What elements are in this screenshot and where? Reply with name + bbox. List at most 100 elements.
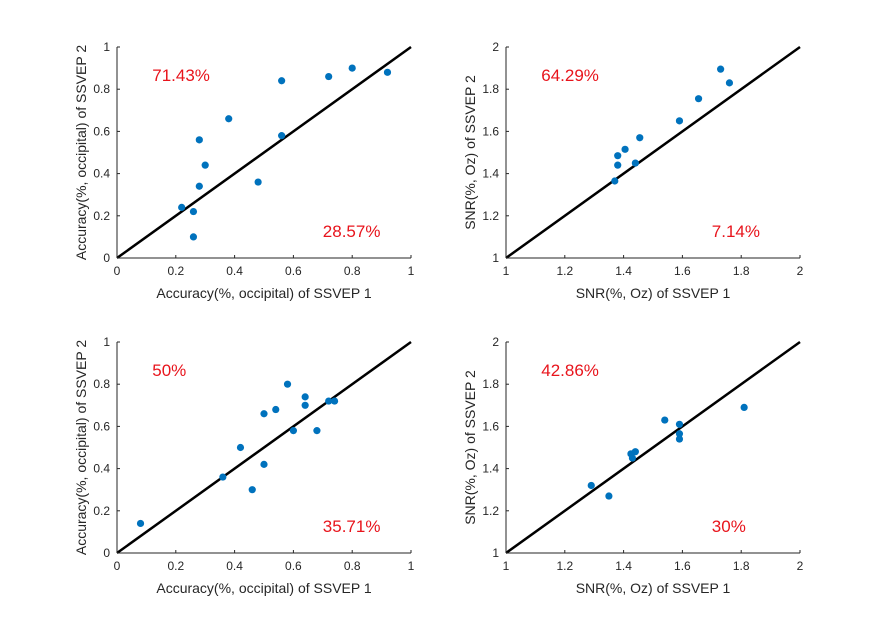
scatter-panel-1: 0 0.2 0.4 0.6 0.8 1 0 0.2 0.4 0.6 0.8 1 Accuracy(%, … [73,40,415,301]
data-point [628,454,637,462]
x-tick-label: 1.8 [733,559,750,573]
y-tick-label: 0.8 [93,82,110,96]
data-point [631,448,639,456]
data-point [675,435,684,443]
data-point [621,145,629,153]
data-point [675,117,684,125]
data-point [675,430,684,438]
x-axis-label: Accuracy(%, occipital) of SSVEP 1 [156,285,371,301]
y-tick-label: 0.8 [93,377,110,391]
data-point [661,416,669,424]
x-tick-label: 1.2 [556,559,573,573]
lower-percentage-label: 28.57% [323,222,381,241]
data-point [717,65,725,73]
lower-percentage-label: 7.14% [712,222,760,241]
upper-percentage-label: 42.86% [541,361,599,380]
identity-line [505,340,801,555]
y-tick-label: 1.8 [482,82,499,96]
y-tick-label: 1.6 [482,124,499,138]
x-tick-label: 2 [797,559,804,573]
data-point [330,397,339,405]
scatter-panel-4: 1 1.2 1.4 1.6 1.8 2 1 1.2 1.4 1.6 1.8 2 SNR(%, Oz) o… [462,335,804,596]
x-axis-label: SNR(%, Oz) of SSVEP 1 [576,580,731,596]
scatter-panel-3: 0 0.2 0.4 0.6 0.8 1 0 0.2 0.4 0.6 0.8 1 Accuracy(%, … [73,335,415,596]
data-point [383,68,392,76]
y-tick-label: 1.2 [482,504,499,518]
data-point [605,492,613,500]
upper-percentage-label: 71.43% [152,66,210,85]
data-point [278,77,286,85]
data-point [636,134,644,142]
data-point [254,178,262,186]
data-point [189,233,198,241]
data-point [325,72,333,81]
data-point [136,519,145,528]
y-tick-label: 1.6 [482,419,499,433]
y-axis-label: SNR(%, Oz) of SSVEP 2 [462,75,478,230]
data-point [236,443,245,452]
data-point [225,115,233,123]
identity-line [505,45,801,260]
y-tick-label: 0.6 [93,419,110,433]
y-tick-label: 1.4 [482,462,499,476]
y-tick-label: 1.4 [482,167,499,181]
data-point [219,473,227,481]
data-point [611,177,619,185]
data-point [272,405,280,414]
data-point [178,203,186,211]
y-tick-label: 0.2 [93,504,110,518]
data-point [325,397,333,405]
data-point [740,403,748,412]
x-tick-label: 1.6 [674,264,691,278]
data-point [260,460,268,468]
data-point [348,64,356,72]
lower-percentage-label: 35.71% [323,517,381,536]
y-tick-label: 0 [103,251,110,265]
y-tick-label: 1 [103,40,110,54]
x-tick-label: 1 [503,559,510,573]
identity-line [116,340,412,555]
data-point [614,152,622,160]
data-point [289,427,297,435]
x-tick-label: 2 [797,264,804,278]
x-tick-label: 0.4 [226,264,243,278]
upper-percentage-label: 64.29% [541,66,599,85]
y-tick-label: 1 [103,335,110,349]
y-tick-label: 0.2 [93,209,110,223]
y-axis-label: Accuracy(%, occipital) of SSVEP 2 [73,340,89,555]
x-axis-label: Accuracy(%, occipital) of SSVEP 1 [156,580,371,596]
x-tick-label: 1.4 [615,264,632,278]
y-tick-label: 1.2 [482,209,499,223]
x-tick-label: 0.4 [226,559,243,573]
y-tick-label: 2 [492,335,499,349]
x-tick-label: 1 [408,264,415,278]
data-point [313,427,321,435]
data-point [283,380,292,388]
data-point [260,410,268,418]
y-tick-label: 2 [492,40,499,54]
x-tick-label: 0 [114,559,121,573]
y-tick-label: 1 [492,251,499,265]
x-tick-label: 1 [408,559,415,573]
x-tick-label: 1.2 [556,264,573,278]
upper-percentage-label: 50% [152,361,186,380]
data-point [195,136,203,144]
data-point [301,393,309,401]
data-point [189,207,198,216]
x-tick-label: 0.8 [344,264,361,278]
x-tick-label: 1 [503,264,510,278]
y-axis-label: SNR(%, Oz) of SSVEP 2 [462,370,478,525]
data-point [631,159,639,167]
data-point [301,401,309,409]
x-tick-label: 0.2 [167,264,184,278]
data-point [278,132,286,140]
y-tick-label: 1 [492,546,499,560]
x-axis-label: SNR(%, Oz) of SSVEP 1 [576,285,731,301]
data-point [694,95,703,103]
x-tick-label: 1.8 [733,264,750,278]
y-tick-label: 0.6 [93,124,110,138]
data-point [587,481,595,490]
data-point [195,182,203,190]
y-tick-label: 0.4 [93,462,110,476]
